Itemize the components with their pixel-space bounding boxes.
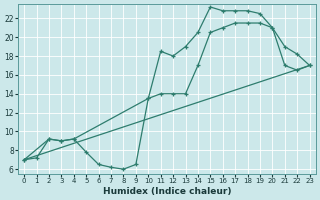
X-axis label: Humidex (Indice chaleur): Humidex (Indice chaleur) — [103, 187, 231, 196]
